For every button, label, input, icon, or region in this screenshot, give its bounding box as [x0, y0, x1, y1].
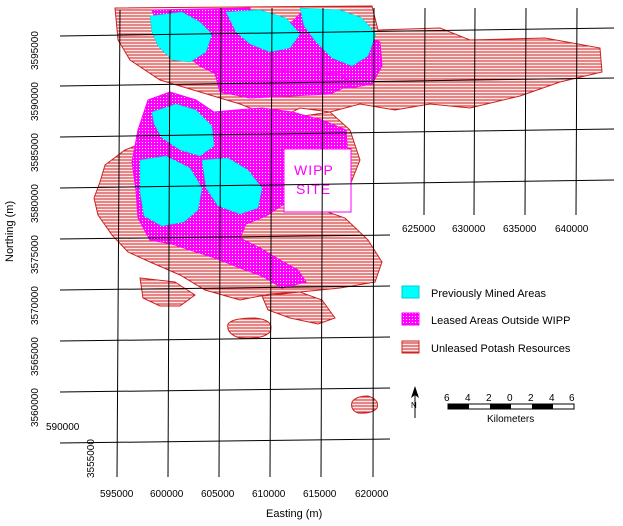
scale-tick-label: 6 [444, 393, 450, 404]
grid-line-easting-615000 [320, 7, 324, 478]
legend: Previously Mined Areas Leased Areas Outs… [401, 285, 571, 355]
scale-unit-label: Kilometers [487, 414, 534, 425]
scale-tick-label: 6 [569, 393, 575, 404]
grid-line-northing-3595000 [59, 27, 615, 37]
grid-line-easting-610000 [269, 7, 273, 478]
legend-label-unleased: Unleased Potash Resources [431, 343, 571, 355]
y-tick-label: 3590000 [30, 82, 41, 121]
unleased-area-south-east [261, 291, 336, 325]
grid-line-northing-3555000 [59, 438, 391, 444]
x-tick-label: 615000 [303, 489, 337, 500]
x-tick-label: 590000 [46, 422, 80, 433]
wipp-site-boundary [283, 148, 352, 213]
x-tick-label: 630000 [452, 224, 486, 235]
unleased-area-south-lobe [139, 277, 196, 307]
y-axis-title: Northing (m) [4, 201, 16, 262]
x-tick-label: 610000 [252, 489, 286, 500]
grid-line-northing-3560000 [59, 387, 391, 393]
scale-tick-label: 4 [465, 393, 471, 404]
x-axis-title: Easting (m) [266, 508, 322, 520]
x-tick-label: 595000 [100, 489, 134, 500]
x-tick-label: 600000 [150, 489, 184, 500]
mined-area-west-lower [139, 155, 203, 227]
legend-label-mined: Previously Mined Areas [431, 288, 546, 300]
y-tick-label: 3585000 [30, 133, 41, 172]
grid-line-northing-3590000 [59, 77, 615, 87]
legend-swatch-mined [401, 285, 420, 299]
scale-tick-label: 2 [486, 393, 492, 404]
mined-area-north-west [149, 11, 213, 63]
svg-text:N: N [411, 401, 417, 410]
scale-tick-label: 0 [507, 393, 513, 404]
grid-line-easting-625000 [423, 7, 426, 216]
legend-label-leased: Leased Areas Outside WIPP [431, 315, 570, 327]
grid-line-easting-635000 [524, 7, 527, 216]
north-arrow-icon: N [411, 386, 419, 418]
wipp-site-label-line2: SITE [296, 181, 331, 197]
y-tick-label: 3570000 [30, 286, 41, 325]
wipp-site-label-line1: WIPP [294, 162, 334, 178]
scale-tick-label: 4 [549, 393, 555, 404]
mined-area-west-upper [151, 103, 215, 157]
grid-line-easting-630000 [473, 7, 476, 216]
y-tick-label: 3560000 [30, 388, 41, 427]
y-tick-label: 3580000 [30, 184, 41, 223]
mined-areas [139, 7, 377, 227]
grid-line-northing-3580000 [59, 179, 615, 189]
y-tick-label: 3575000 [30, 235, 41, 274]
x-tick-label: 635000 [503, 224, 537, 235]
y-tick-label: 3555000 [86, 439, 97, 478]
grid-line-easting-620000 [372, 7, 375, 478]
unleased-area-oval [227, 317, 272, 339]
y-tick-labels: 3595000 3590000 3585000 3580000 3575000 … [30, 31, 97, 478]
x-tick-label: 625000 [402, 224, 436, 235]
scale-tick-label: 2 [528, 393, 534, 404]
grid-line-northing-3565000 [59, 336, 391, 342]
unleased-area-small [351, 395, 379, 414]
mined-area-north-east [299, 7, 377, 67]
grid-line-northing-3585000 [59, 128, 615, 138]
grid-line-northing-3570000 [59, 285, 391, 291]
grid-line-easting-595000 [116, 9, 121, 478]
legend-swatch-unleased [401, 340, 420, 354]
x-tick-label: 620000 [355, 489, 389, 500]
x-tick-labels: 595000 600000 605000 610000 615000 62000… [46, 224, 589, 500]
y-tick-label: 3595000 [30, 31, 41, 70]
x-tick-label: 605000 [201, 489, 235, 500]
x-tick-label: 640000 [555, 224, 589, 235]
grid-lines [59, 7, 615, 478]
y-tick-label: 3565000 [30, 337, 41, 376]
grid-line-northing-3575000 [59, 234, 391, 240]
mined-area-north-center [225, 9, 301, 53]
legend-swatch-leased [401, 312, 420, 326]
grid-line-easting-640000 [575, 7, 578, 216]
grid-line-easting-605000 [218, 7, 222, 478]
scale-bar: 6 4 2 0 2 4 6 Kilometers [444, 393, 575, 425]
grid-line-easting-600000 [167, 9, 171, 478]
